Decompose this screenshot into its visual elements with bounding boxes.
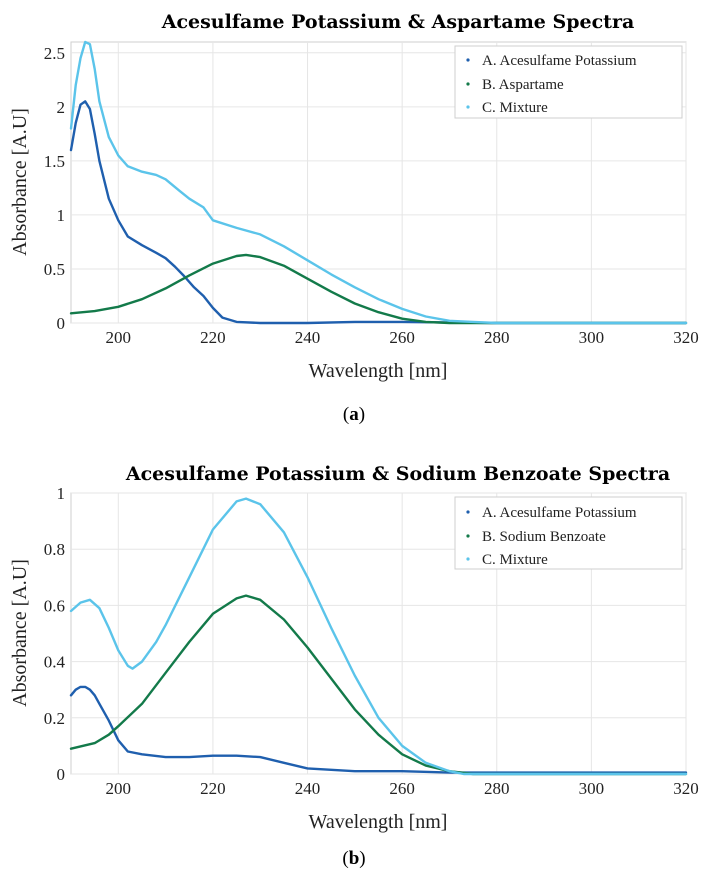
y-tick-label-b-2: 0.4 bbox=[44, 653, 66, 672]
x-tick-label-a-0: 200 bbox=[106, 328, 132, 347]
panel-b: Acesulfame Potassium & Sodium Benzoate S… bbox=[9, 463, 699, 869]
legend-marker-a-2 bbox=[466, 105, 470, 109]
legend-marker-b-1 bbox=[466, 534, 470, 538]
series-line-b-2 bbox=[69, 497, 688, 776]
legend-label-a-1: B. Aspartame bbox=[482, 77, 564, 93]
legend-label-a-0: A. Acesulfame Potassium bbox=[482, 53, 637, 69]
x-tick-label-a-5: 300 bbox=[579, 328, 605, 347]
legend-a: A. Acesulfame Potassium B. Aspartame C. … bbox=[454, 45, 683, 119]
y-tick-label-a-1: 0.5 bbox=[44, 260, 65, 279]
x-tick-label-b-0: 200 bbox=[106, 779, 132, 798]
legend-marker-b-0 bbox=[466, 510, 470, 514]
x-ticks-a: 200 220 240 260 280 300 320 bbox=[106, 328, 699, 347]
x-tick-label-a-3: 260 bbox=[389, 328, 415, 347]
legend-box-a bbox=[454, 45, 683, 119]
y-tick-label-b-5: 1 bbox=[57, 484, 66, 503]
y-tick-label-b-1: 0.2 bbox=[44, 709, 65, 728]
x-tick-label-b-3: 260 bbox=[389, 779, 415, 798]
x-axis-label-a: Wavelength [nm] bbox=[309, 360, 448, 382]
x-tick-label-b-5: 300 bbox=[579, 779, 605, 798]
y-axis-label-a: Absorbance [A.U] bbox=[9, 108, 31, 256]
y-tick-label-a-3: 1.5 bbox=[44, 152, 65, 171]
y-tick-label-b-4: 0.8 bbox=[44, 540, 65, 559]
panel-a: Acesulfame Potassium & Aspartame Spectra… bbox=[9, 11, 699, 425]
y-ticks-a: 0 0.5 1 1.5 2 2.5 bbox=[44, 44, 65, 333]
x-tick-label-a-6: 320 bbox=[673, 328, 699, 347]
series-group-a bbox=[69, 40, 688, 325]
legend-label-b-0: A. Acesulfame Potassium bbox=[482, 505, 637, 521]
panel-caption-letter-a: a bbox=[349, 404, 359, 425]
y-tick-label-b-3: 0.6 bbox=[44, 596, 65, 615]
y-ticks-b: 0 0.2 0.4 0.6 0.8 1 bbox=[44, 484, 66, 784]
legend-marker-b-2 bbox=[466, 557, 470, 561]
x-tick-label-a-4: 280 bbox=[484, 328, 510, 347]
x-axis-label-b: Wavelength [nm] bbox=[309, 811, 448, 833]
x-tick-label-b-4: 280 bbox=[484, 779, 510, 798]
x-tick-label-a-1: 220 bbox=[200, 328, 226, 347]
y-axis-label-b: Absorbance [A.U] bbox=[9, 559, 31, 707]
legend-label-b-1: B. Sodium Benzoate bbox=[482, 529, 606, 545]
x-tick-label-b-6: 320 bbox=[673, 779, 699, 798]
series-line-a-1 bbox=[69, 253, 688, 325]
legend-marker-a-0 bbox=[466, 58, 470, 62]
series-line-b-0 bbox=[69, 685, 688, 774]
y-tick-label-a-0: 0 bbox=[57, 314, 66, 333]
series-line-a-0 bbox=[69, 100, 688, 325]
legend-marker-a-1 bbox=[466, 82, 470, 86]
chart-title-b: Acesulfame Potassium & Sodium Benzoate S… bbox=[125, 463, 670, 485]
series-group-b bbox=[69, 497, 688, 776]
legend-box-b bbox=[454, 496, 683, 570]
panel-caption-letter-b: b bbox=[349, 848, 360, 869]
y-tick-label-a-5: 2.5 bbox=[44, 44, 65, 63]
chart-title-a: Acesulfame Potassium & Aspartame Spectra bbox=[161, 11, 635, 33]
y-tick-label-a-2: 1 bbox=[57, 206, 66, 225]
legend-label-a-2: C. Mixture bbox=[482, 100, 548, 116]
x-ticks-b: 200 220 240 260 280 300 320 bbox=[106, 779, 699, 798]
x-tick-label-b-2: 240 bbox=[295, 779, 321, 798]
x-tick-label-a-2: 240 bbox=[295, 328, 321, 347]
series-line-a-2 bbox=[69, 40, 688, 325]
panel-caption-a: (a) bbox=[343, 404, 365, 425]
y-tick-label-a-4: 2 bbox=[57, 98, 66, 117]
panel-caption-b: (b) bbox=[342, 848, 365, 869]
x-tick-label-b-1: 220 bbox=[200, 779, 226, 798]
y-tick-label-b-0: 0 bbox=[57, 765, 66, 784]
grid-a bbox=[71, 42, 687, 324]
legend-label-b-2: C. Mixture bbox=[482, 552, 548, 568]
legend-b: A. Acesulfame Potassium B. Sodium Benzoa… bbox=[454, 496, 683, 570]
